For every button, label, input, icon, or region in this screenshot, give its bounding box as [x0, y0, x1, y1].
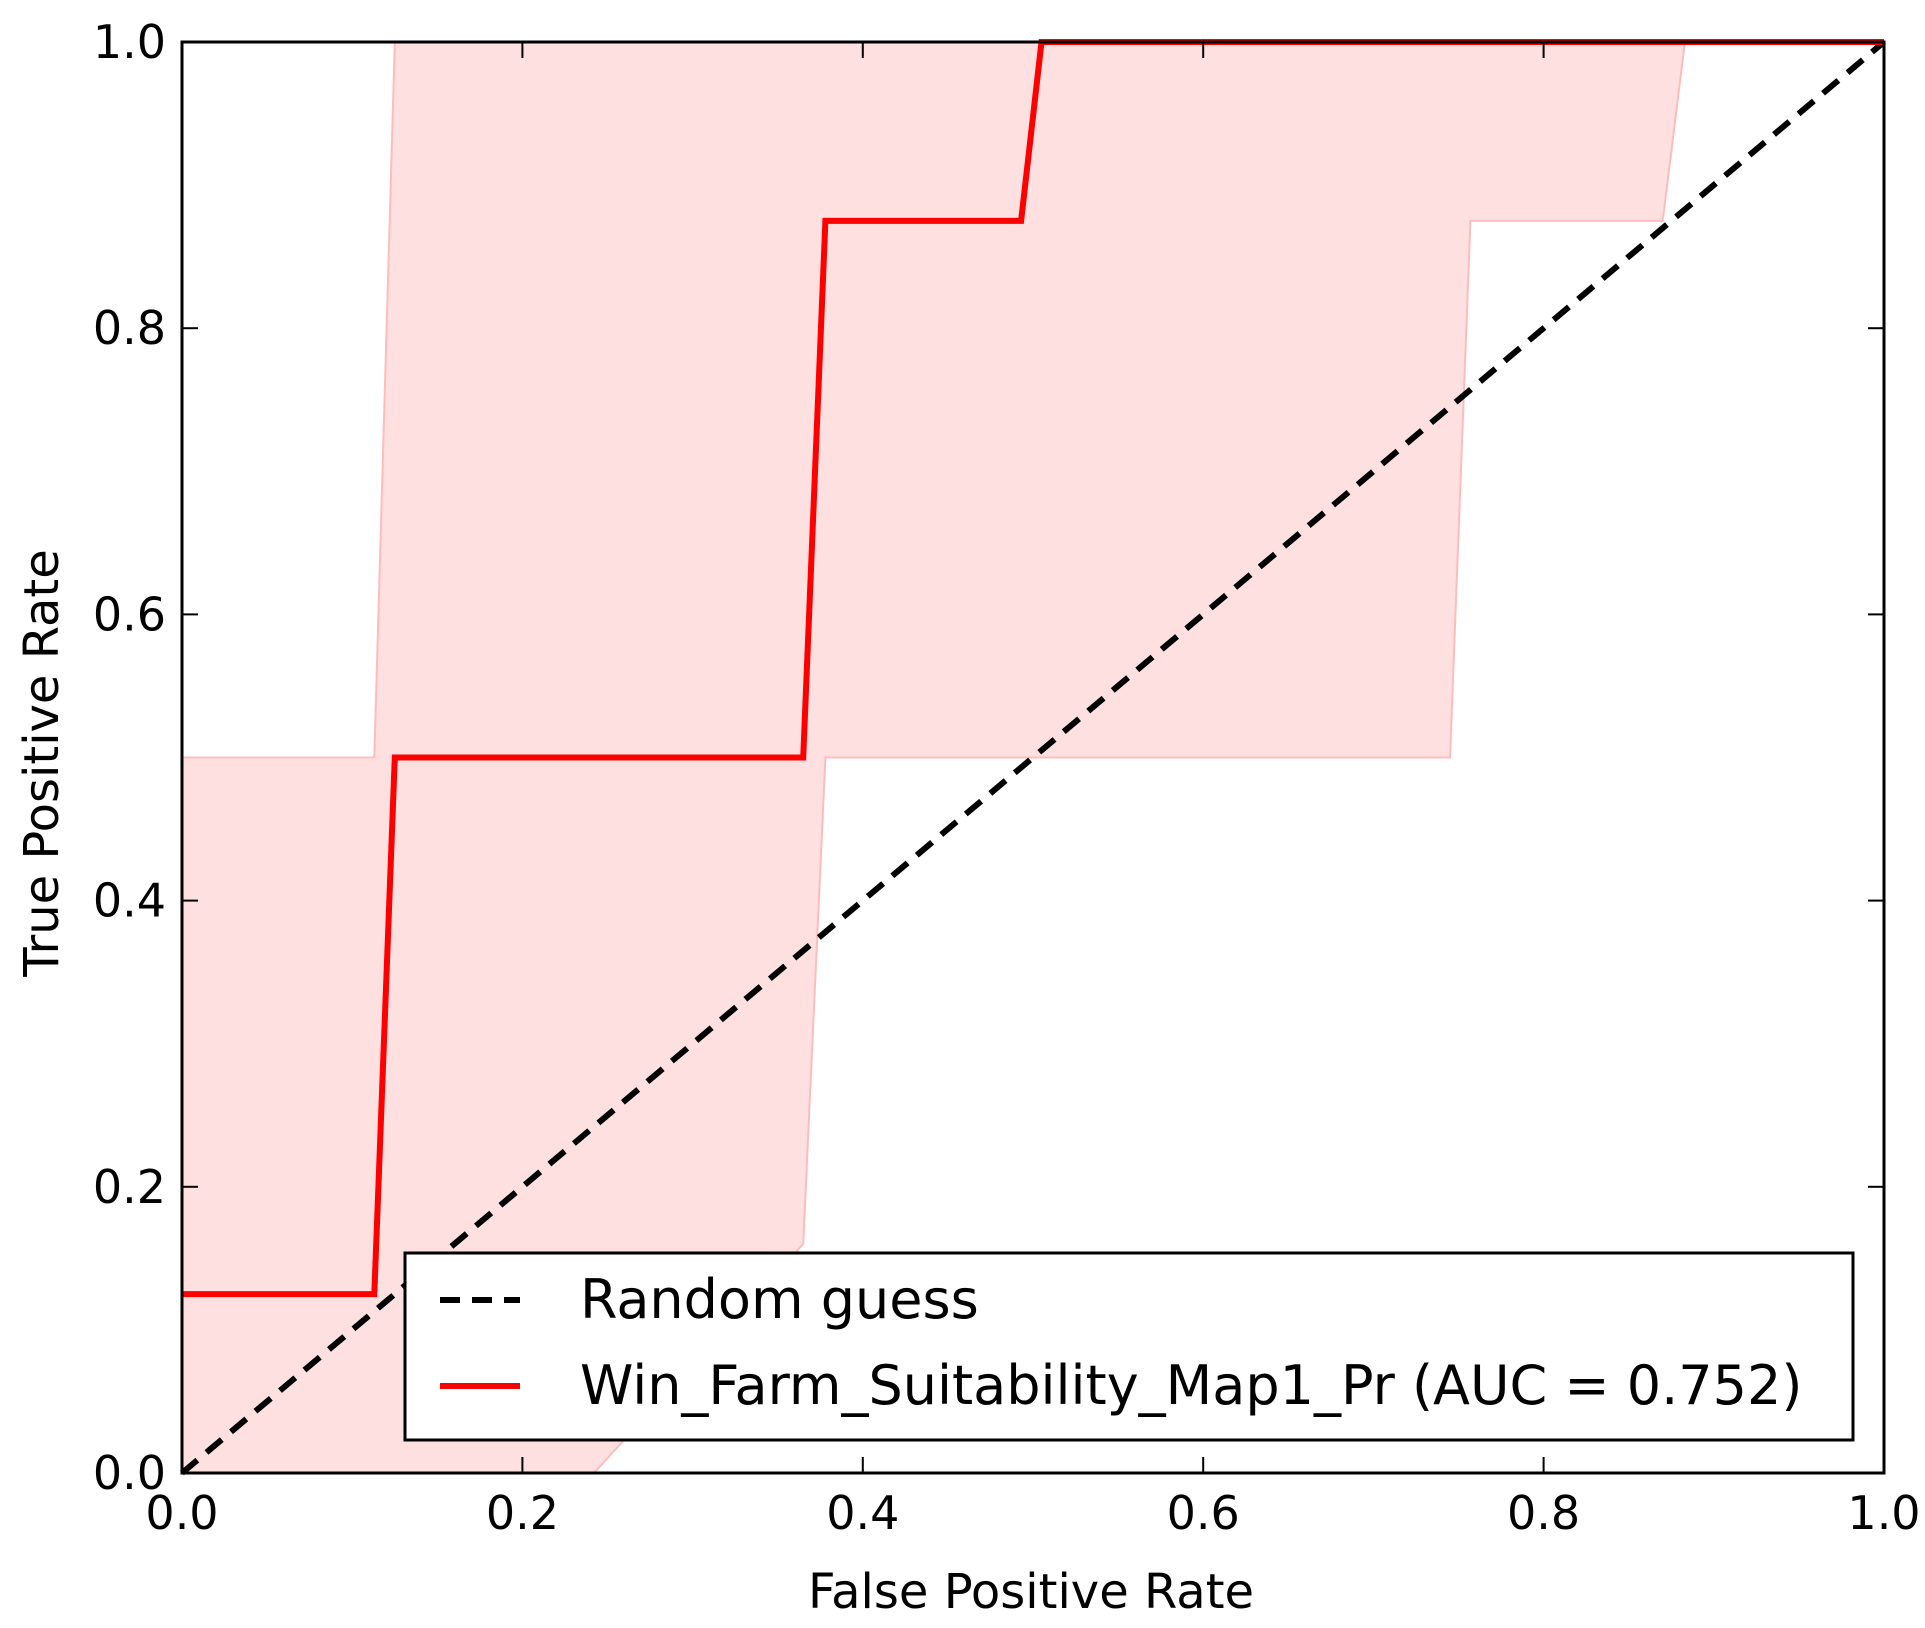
x-tick-label: 0.4	[826, 1486, 899, 1540]
y-tick-label: 0.2	[93, 1160, 166, 1214]
x-axis-label: False Positive Rate	[808, 1564, 1254, 1620]
roc-curve-line	[182, 39, 1884, 1298]
x-tick-label: 0.0	[145, 1486, 218, 1540]
legend: Random guess Win_Farm_Suitability_Map1_P…	[403, 1251, 1855, 1442]
y-tick-label: 0.4	[93, 874, 166, 928]
y-tick-label: 0.6	[93, 587, 166, 641]
y-axis-label: True Positive Rate	[14, 549, 70, 978]
y-tick-label: 1.0	[93, 15, 166, 69]
legend-label-roc-curve: Win_Farm_Suitability_Map1_Pr (AUC = 0.75…	[580, 1354, 1802, 1417]
x-tick-label: 1.0	[1847, 1486, 1920, 1540]
legend-box	[403, 1251, 1855, 1442]
axes: 0.0 0.2 0.4 0.6 0.8 1.0 0.0 0.2 0.4 0.6 0.8 1.0	[93, 15, 1921, 1540]
y-tick-label: 0.8	[93, 301, 166, 355]
legend-label-random-guess: Random guess	[580, 1268, 979, 1331]
random-guess-line	[180, 39, 1886, 1476]
x-tick-label: 0.8	[1507, 1486, 1580, 1540]
x-tick-label: 0.6	[1167, 1486, 1240, 1540]
y-tick-label: 0.0	[93, 1446, 166, 1500]
plot-frame	[180, 40, 1886, 1475]
x-tick-label: 0.2	[486, 1486, 559, 1540]
